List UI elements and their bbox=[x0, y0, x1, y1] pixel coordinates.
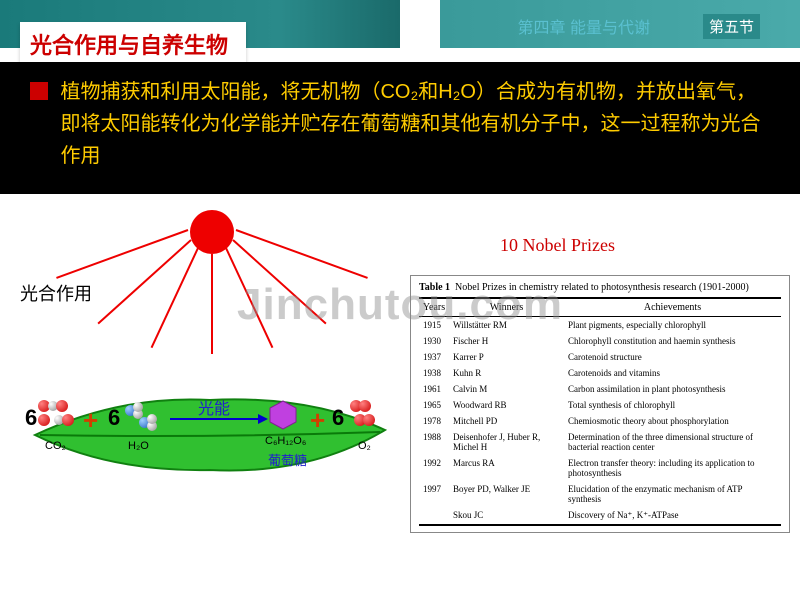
table-cell: 1937 bbox=[419, 349, 449, 365]
label-glucose-cn: 葡萄糖 bbox=[268, 450, 307, 469]
table-row: 1997Boyer PD, Walker JEElucidation of th… bbox=[419, 481, 781, 507]
label-o2: O₂ bbox=[358, 440, 371, 452]
table-cell: 1930 bbox=[419, 333, 449, 349]
sun-ray bbox=[225, 248, 273, 349]
coeff-o2: 6 bbox=[332, 405, 344, 431]
coeff-h2o: 6 bbox=[108, 405, 120, 431]
caption-text: Nobel Prizes in chemistry related to pho… bbox=[455, 282, 749, 293]
table-cell bbox=[419, 507, 449, 525]
table-cell: Determination of the three dimensional s… bbox=[564, 429, 781, 455]
sun-ray bbox=[97, 239, 191, 324]
nobel-heading: 10 Nobel Prizes bbox=[500, 235, 615, 256]
table-cell: Willstätter RM bbox=[449, 317, 564, 334]
light-label: 光能 bbox=[198, 395, 230, 419]
sun-ray bbox=[211, 254, 213, 354]
table-cell: Chlorophyll constitution and haemin synt… bbox=[564, 333, 781, 349]
table-cell: Fischer H bbox=[449, 333, 564, 349]
table-cell: Carotenoid structure bbox=[564, 349, 781, 365]
table-cell: Elucidation of the enzymatic mechanism o… bbox=[564, 481, 781, 507]
photosynthesis-diagram: 光合作用 6 CO₂ + 6 H₂O 光能 C₆H₁₂O₆ bbox=[10, 200, 410, 580]
table-row: 1937Karrer PCarotenoid structure bbox=[419, 349, 781, 365]
section-label: 第五节 bbox=[703, 14, 760, 39]
table-cell: 1915 bbox=[419, 317, 449, 334]
nobel-table-box: Table 1 Nobel Prizes in chemistry relate… bbox=[410, 275, 790, 533]
sun-ray bbox=[151, 248, 199, 349]
table-cell: Mitchell PD bbox=[449, 413, 564, 429]
table-cell: Carbon assimilation in plant photosynthe… bbox=[564, 381, 781, 397]
intro-panel: 植物捕获和利用太阳能，将无机物（CO₂和H₂O）合成为有机物，并放出氧气，即将太… bbox=[0, 62, 800, 194]
coeff-co2: 6 bbox=[25, 405, 37, 431]
table-cell: 1978 bbox=[419, 413, 449, 429]
table-cell: Deisenhofer J, Huber R, Michel H bbox=[449, 429, 564, 455]
table-cell: Calvin M bbox=[449, 381, 564, 397]
table-cell: Chemiosmotic theory about phosphorylatio… bbox=[564, 413, 781, 429]
table-row: 1961Calvin MCarbon assimilation in plant… bbox=[419, 381, 781, 397]
sun-ray bbox=[56, 229, 188, 279]
label-glucose: C₆H₁₂O₆ bbox=[265, 435, 306, 447]
table-cell: Skou JC bbox=[449, 507, 564, 525]
table-row: 1915Willstätter RMPlant pigments, especi… bbox=[419, 317, 781, 334]
sun-ray bbox=[232, 239, 326, 324]
table-row: 1992Marcus RAElectron transfer theory: i… bbox=[419, 455, 781, 481]
table-cell: Boyer PD, Walker JE bbox=[449, 481, 564, 507]
table-cell: Marcus RA bbox=[449, 455, 564, 481]
table-cell: 1988 bbox=[419, 429, 449, 455]
intro-text: 植物捕获和利用太阳能，将无机物（CO₂和H₂O）合成为有机物，并放出氧气，即将太… bbox=[60, 76, 760, 172]
plus-1: + bbox=[83, 405, 98, 436]
table-row: 1988Deisenhofer J, Huber R, Michel HDete… bbox=[419, 429, 781, 455]
table-cell: Total synthesis of chlorophyll bbox=[564, 397, 781, 413]
table-cell: 1997 bbox=[419, 481, 449, 507]
table-cell: Karrer P bbox=[449, 349, 564, 365]
diagram-title: 光合作用 bbox=[20, 280, 92, 306]
plus-2: + bbox=[310, 405, 325, 436]
table-caption: Table 1 Nobel Prizes in chemistry relate… bbox=[419, 282, 781, 293]
table-cell: Discovery of Na⁺, K⁺-ATPase bbox=[564, 507, 781, 525]
table-cell: 1992 bbox=[419, 455, 449, 481]
label-h2o: H₂O bbox=[128, 440, 149, 452]
title-box: 光合作用与自养生物 bbox=[20, 22, 246, 66]
table-row: 1930Fischer HChlorophyll constitution an… bbox=[419, 333, 781, 349]
page-title: 光合作用与自养生物 bbox=[30, 33, 228, 58]
table-cell: 1938 bbox=[419, 365, 449, 381]
chapter-label: 第四章 能量与代谢 bbox=[518, 14, 650, 38]
col-year: Years bbox=[419, 298, 449, 317]
table-cell: Plant pigments, especially chlorophyll bbox=[564, 317, 781, 334]
reaction-arrow bbox=[170, 418, 260, 420]
table-cell: 1961 bbox=[419, 381, 449, 397]
table-row: 1978Mitchell PDChemiosmotic theory about… bbox=[419, 413, 781, 429]
caption-bold: Table 1 bbox=[419, 282, 450, 293]
table-cell: 1965 bbox=[419, 397, 449, 413]
glucose-hexagon bbox=[268, 400, 298, 430]
table-cell: Kuhn R bbox=[449, 365, 564, 381]
sun-ray bbox=[236, 229, 368, 279]
table-row: 1938Kuhn RCarotenoids and vitamins bbox=[419, 365, 781, 381]
table-row: Skou JCDiscovery of Na⁺, K⁺-ATPase bbox=[419, 507, 781, 525]
nobel-table: Years Winners Achievements 1915Willstätt… bbox=[419, 297, 781, 526]
col-winners: Winners bbox=[449, 298, 564, 317]
table-cell: Carotenoids and vitamins bbox=[564, 365, 781, 381]
table-row: 1965Woodward RBTotal synthesis of chloro… bbox=[419, 397, 781, 413]
bullet-icon bbox=[30, 82, 48, 100]
col-achievements: Achievements bbox=[564, 298, 781, 317]
label-co2: CO₂ bbox=[45, 440, 66, 452]
table-cell: Electron transfer theory: including its … bbox=[564, 455, 781, 481]
table-cell: Woodward RB bbox=[449, 397, 564, 413]
